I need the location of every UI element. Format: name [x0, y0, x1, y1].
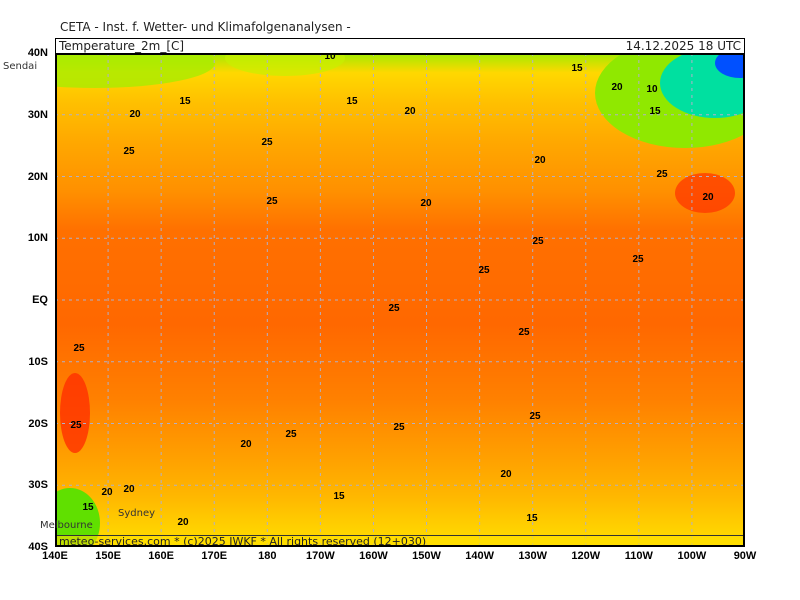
longitude-label: 170E — [201, 550, 228, 562]
contour-label: 15 — [82, 502, 94, 513]
contour-label: 15 — [179, 96, 191, 107]
latitude-label: 20N — [27, 170, 48, 183]
longitude-label: 120W — [571, 550, 601, 562]
latitude-label: 10S — [28, 355, 48, 368]
longitude-label: 160W — [359, 550, 388, 562]
contour-label: 15 — [333, 491, 345, 502]
contour-label: 15 — [526, 513, 538, 524]
contour-label: 25 — [388, 303, 400, 314]
longitude-label: 100W — [677, 550, 707, 562]
contour-label: 20 — [420, 198, 432, 209]
temperature-map: 10 15 15 20 20 25 25 25 20 20 15 10 15 20 25 20 25 25 25 25… — [55, 53, 745, 547]
contour-label: 25 — [70, 420, 82, 431]
contour-label: 25 — [518, 327, 530, 338]
latitude-label: 30S — [28, 479, 48, 492]
copyright-footer: meteo-services.com * (c)2025 IWKF * All … — [57, 535, 743, 545]
contour-label: 20 — [611, 82, 623, 93]
contour-label: 25 — [478, 265, 490, 276]
longitude-label: 170W — [306, 550, 335, 562]
longitude-label: 110W — [624, 550, 653, 562]
contour-label: 20 — [404, 106, 416, 117]
contour-label: 20 — [123, 484, 135, 495]
longitude-label: 150W — [412, 550, 441, 562]
contour-label: 15 — [649, 106, 661, 117]
contour-label: 25 — [73, 343, 85, 354]
contour-label: 25 — [123, 146, 135, 157]
contour-label: 20 — [500, 469, 512, 480]
contour-label: 25 — [393, 422, 405, 433]
city-label: Melbourne — [40, 520, 93, 531]
contour-label: 10 — [646, 84, 658, 95]
contour-label: 20 — [101, 487, 113, 498]
latitude-label: 40N — [27, 47, 48, 59]
longitude-label: 140E — [42, 550, 68, 562]
contour-label: 20 — [534, 155, 546, 166]
longitude-label: 150E — [95, 550, 121, 562]
contour-label: 20 — [129, 109, 141, 120]
contour-label: 25 — [532, 236, 544, 247]
map-header: Temperature_2m_[C] 14.12.2025 18 UTC — [55, 38, 745, 54]
longitude-label: 140W — [465, 550, 494, 562]
latitude-label: 10N — [27, 232, 48, 245]
contour-label: 25 — [632, 254, 644, 265]
contour-label: 20 — [240, 439, 252, 450]
valid-time: 14.12.2025 18 UTC — [625, 39, 741, 53]
contour-label: 10 — [324, 53, 336, 62]
latitude-label: 30N — [27, 108, 48, 121]
contour-label: 15 — [571, 63, 583, 74]
contour-label: 20 — [702, 192, 714, 203]
city-label: Sendai — [3, 61, 38, 72]
latitude-label: 20S — [28, 417, 48, 430]
contour-label: 25 — [656, 169, 668, 180]
latitude-label: EQ — [32, 294, 48, 306]
city-label: Sydney — [118, 508, 156, 519]
contour-label: 25 — [285, 429, 297, 440]
contour-label: 20 — [177, 517, 189, 528]
contour-label: 25 — [266, 196, 278, 207]
contour-label: 25 — [529, 411, 541, 422]
longitude-label: 180 — [258, 550, 277, 562]
variable-label: Temperature_2m_[C] — [59, 39, 185, 53]
longitude-label: 130W — [518, 550, 548, 562]
institution-title: CETA - Inst. f. Wetter- und Klimafolgena… — [60, 20, 351, 34]
latitude-label: 40S — [28, 541, 48, 553]
longitude-label: 160E — [148, 550, 174, 562]
longitude-label: 90W — [733, 550, 757, 562]
contour-label: 15 — [346, 96, 358, 107]
contour-label: 25 — [261, 137, 273, 148]
